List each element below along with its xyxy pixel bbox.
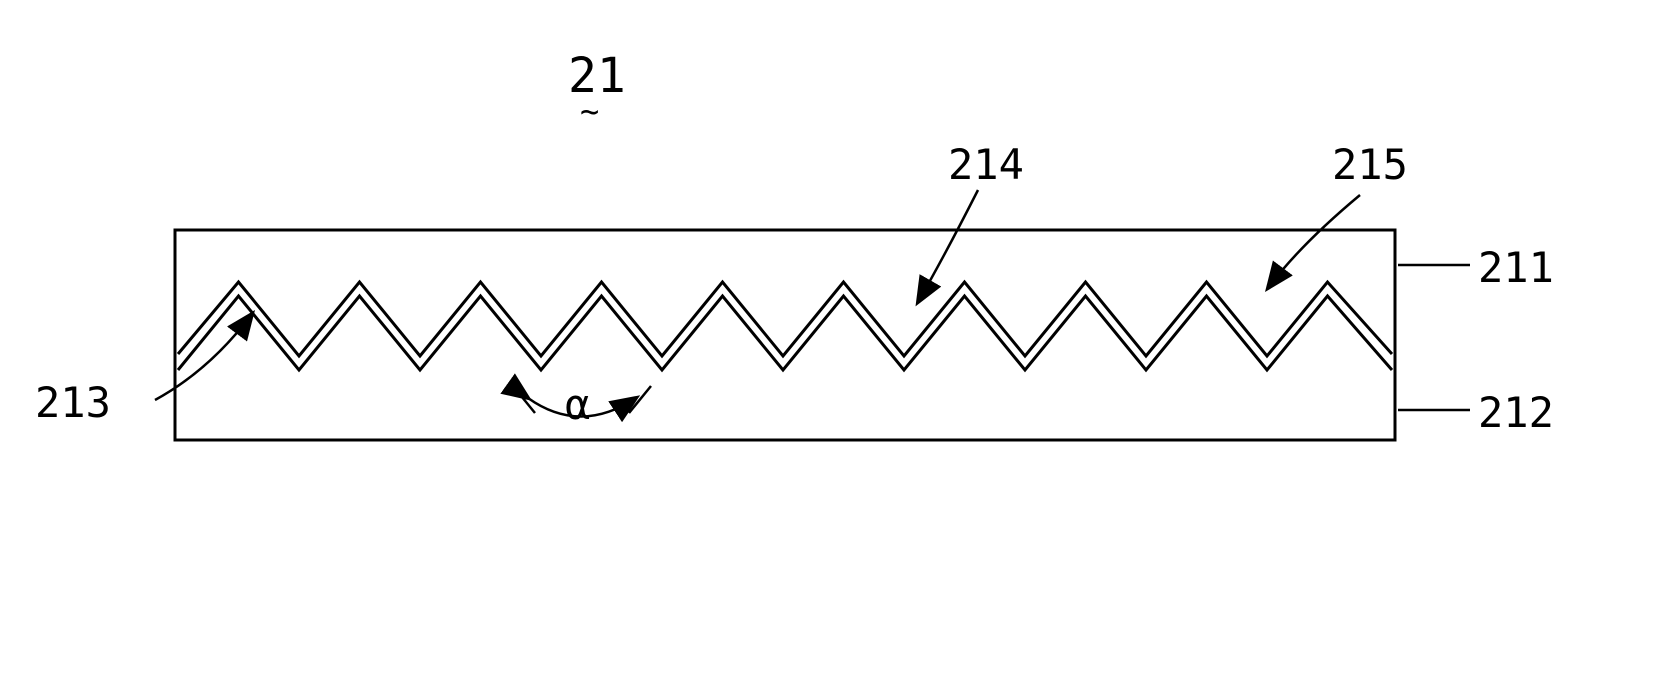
label-213: 213 bbox=[35, 378, 111, 427]
figure-title-underline: ~ bbox=[580, 92, 595, 130]
label-214: 214 bbox=[948, 140, 1024, 189]
outer-rectangle bbox=[175, 230, 1395, 440]
label-211: 211 bbox=[1478, 243, 1554, 292]
label-212: 212 bbox=[1478, 388, 1554, 437]
angle-label: α bbox=[565, 380, 590, 429]
leader-215 bbox=[1268, 195, 1360, 288]
figure-title: 21 bbox=[568, 48, 626, 104]
label-215: 215 bbox=[1332, 140, 1408, 189]
zigzag-lower bbox=[178, 296, 1392, 370]
zigzag-upper bbox=[178, 282, 1392, 356]
leader-213 bbox=[155, 314, 252, 400]
